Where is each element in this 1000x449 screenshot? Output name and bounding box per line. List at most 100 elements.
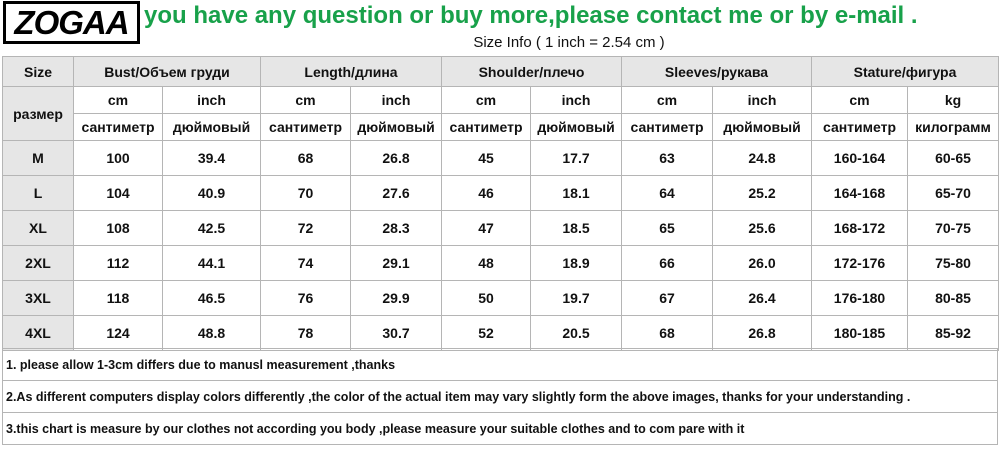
value-cell: 45	[441, 140, 531, 176]
unit-ru-cell: дюймовый	[350, 113, 442, 141]
value-cell: 108	[73, 210, 163, 246]
value-cell: 48.8	[162, 315, 261, 351]
unit-cell: inch	[712, 86, 812, 114]
unit-ru-cell: дюймовый	[162, 113, 261, 141]
value-cell: 52	[441, 315, 531, 351]
table-row: 3XL 118 46.5 76 29.9 50 19.7 67 26.4 176…	[2, 280, 999, 316]
note-3: 3.this chart is measure by our clothes n…	[2, 413, 998, 445]
table-row: XL 108 42.5 72 28.3 47 18.5 65 25.6 168-…	[2, 210, 999, 246]
value-cell: 63	[621, 140, 713, 176]
unit-ru-cell: сантиметр	[441, 113, 531, 141]
unit-cell: cm	[621, 86, 713, 114]
value-cell: 60-65	[907, 140, 999, 176]
value-cell: 46.5	[162, 280, 261, 316]
header-row-units-ru: сантиметр дюймовый сантиметр дюймовый са…	[3, 113, 999, 141]
value-cell: 72	[260, 210, 351, 246]
value-cell: 100	[73, 140, 163, 176]
unit-ru-cell: дюймовый	[530, 113, 622, 141]
group-header-shoulder: Shoulder/плечо	[441, 56, 622, 87]
group-header-length: Length/длина	[260, 56, 442, 87]
value-cell: 29.1	[350, 245, 442, 281]
value-cell: 18.9	[530, 245, 622, 281]
value-cell: 30.7	[350, 315, 442, 351]
value-cell: 18.5	[530, 210, 622, 246]
value-cell: 40.9	[162, 175, 261, 211]
value-cell: 26.4	[712, 280, 812, 316]
value-cell: 19.7	[530, 280, 622, 316]
value-cell: 44.1	[162, 245, 261, 281]
group-header-bust: Bust/Объем груди	[73, 56, 261, 87]
value-cell: 42.5	[162, 210, 261, 246]
size-label: XL	[2, 210, 74, 246]
value-cell: 74	[260, 245, 351, 281]
value-cell: 68	[621, 315, 713, 351]
value-cell: 67	[621, 280, 713, 316]
value-cell: 104	[73, 175, 163, 211]
contact-banner: you have any question or buy more,please…	[144, 2, 918, 29]
value-cell: 164-168	[811, 175, 908, 211]
size-chart-table: Size Bust/Объем груди Length/длина Shoul…	[2, 56, 999, 351]
size-label: 4XL	[2, 315, 74, 351]
value-cell: 20.5	[530, 315, 622, 351]
value-cell: 85-92	[907, 315, 999, 351]
unit-cell: inch	[530, 86, 622, 114]
unit-cell: kg	[907, 86, 999, 114]
unit-cell: inch	[350, 86, 442, 114]
value-cell: 18.1	[530, 175, 622, 211]
value-cell: 160-164	[811, 140, 908, 176]
value-cell: 26.0	[712, 245, 812, 281]
value-cell: 76	[260, 280, 351, 316]
group-header-sleeves: Sleeves/рукава	[621, 56, 812, 87]
unit-cell: cm	[811, 86, 908, 114]
value-cell: 68	[260, 140, 351, 176]
value-cell: 70	[260, 175, 351, 211]
value-cell: 46	[441, 175, 531, 211]
value-cell: 65-70	[907, 175, 999, 211]
value-cell: 50	[441, 280, 531, 316]
unit-ru-cell: килограмм	[907, 113, 999, 141]
value-cell: 26.8	[350, 140, 442, 176]
value-cell: 180-185	[811, 315, 908, 351]
size-label: 3XL	[2, 280, 74, 316]
value-cell: 26.8	[712, 315, 812, 351]
value-cell: 28.3	[350, 210, 442, 246]
table-row: L 104 40.9 70 27.6 46 18.1 64 25.2 164-1…	[2, 175, 999, 211]
group-header-stature: Stature/фигура	[811, 56, 999, 87]
value-cell: 168-172	[811, 210, 908, 246]
table-row: M 100 39.4 68 26.8 45 17.7 63 24.8 160-1…	[2, 140, 999, 176]
value-cell: 66	[621, 245, 713, 281]
size-label: M	[2, 140, 74, 176]
value-cell: 80-85	[907, 280, 999, 316]
value-cell: 124	[73, 315, 163, 351]
value-cell: 70-75	[907, 210, 999, 246]
size-label: 2XL	[2, 245, 74, 281]
value-cell: 29.9	[350, 280, 442, 316]
size-label: L	[2, 175, 74, 211]
value-cell: 24.8	[712, 140, 812, 176]
note-2: 2.As different computers display colors …	[2, 381, 998, 413]
brand-logo: ZOGAA	[3, 1, 140, 44]
table-row: 2XL 112 44.1 74 29.1 48 18.9 66 26.0 172…	[2, 245, 999, 281]
note-1: 1. please allow 1-3cm differs due to man…	[2, 348, 998, 381]
unit-ru-cell: сантиметр	[260, 113, 351, 141]
size-rows: M 100 39.4 68 26.8 45 17.7 63 24.8 160-1…	[2, 140, 999, 351]
value-cell: 78	[260, 315, 351, 351]
size-info-caption: Size Info ( 1 inch = 2.54 cm )	[473, 34, 665, 51]
unit-cell: inch	[162, 86, 261, 114]
unit-ru-cell: дюймовый	[712, 113, 812, 141]
value-cell: 176-180	[811, 280, 908, 316]
unit-ru-cell: сантиметр	[73, 113, 163, 141]
header-row-units: размер cm inch cm inch cm inch cm inch c…	[2, 86, 999, 141]
value-cell: 112	[73, 245, 163, 281]
value-cell: 47	[441, 210, 531, 246]
unit-ru-cell: сантиметр	[811, 113, 908, 141]
value-cell: 25.6	[712, 210, 812, 246]
unit-cell: cm	[73, 86, 163, 114]
value-cell: 64	[621, 175, 713, 211]
size-header: Size	[2, 56, 74, 87]
value-cell: 48	[441, 245, 531, 281]
unit-cell: cm	[260, 86, 351, 114]
unit-cell: cm	[441, 86, 531, 114]
size-header-ru: размер	[2, 86, 74, 141]
brand-logo-text: ZOGAA	[14, 3, 129, 41]
